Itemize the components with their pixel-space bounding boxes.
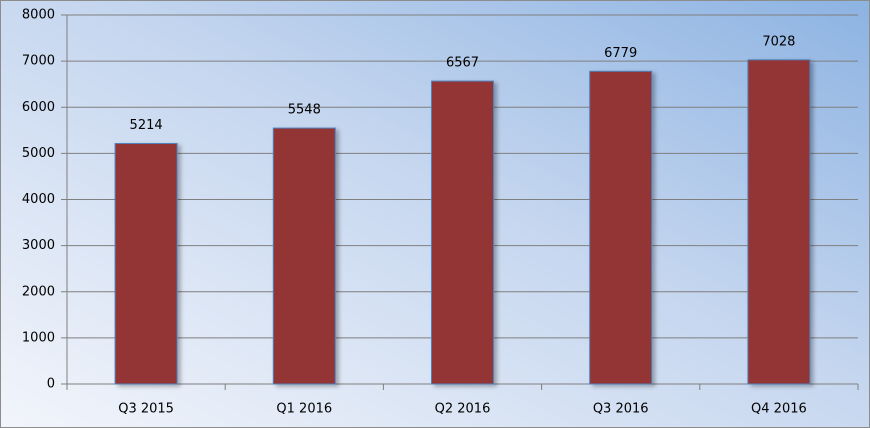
data-label: 6779 (604, 46, 637, 61)
x-tick-label: Q4 2016 (751, 402, 807, 417)
bar (114, 143, 178, 385)
y-tick-label: 3000 (22, 238, 55, 253)
data-label: 5548 (288, 103, 321, 118)
y-tick-label: 4000 (22, 192, 55, 207)
data-label: 5214 (130, 118, 163, 133)
bar (431, 80, 494, 385)
x-tick-label: Q2 2016 (435, 402, 491, 417)
y-tick-label: 6000 (22, 100, 55, 115)
data-label: 7028 (762, 34, 795, 49)
x-tick-label: Q1 2016 (276, 402, 332, 417)
data-label: 6567 (446, 56, 479, 71)
x-tick-label: Q3 2015 (118, 402, 174, 417)
x-tick-label: Q3 2016 (593, 402, 649, 417)
y-tick-label: 2000 (22, 284, 55, 299)
y-tick-label: 7000 (22, 54, 55, 69)
bar (272, 127, 336, 385)
y-tick-label: 8000 (22, 8, 55, 23)
y-tick-label: 1000 (22, 330, 55, 345)
bar (747, 59, 811, 385)
y-tick-label: 5000 (22, 146, 55, 161)
bar (589, 70, 653, 385)
y-tick-label: 0 (47, 377, 55, 392)
